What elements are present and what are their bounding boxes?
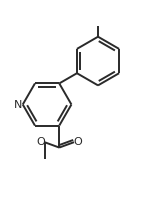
Text: O: O: [36, 137, 45, 147]
Text: N: N: [14, 99, 23, 110]
Text: O: O: [74, 137, 82, 147]
